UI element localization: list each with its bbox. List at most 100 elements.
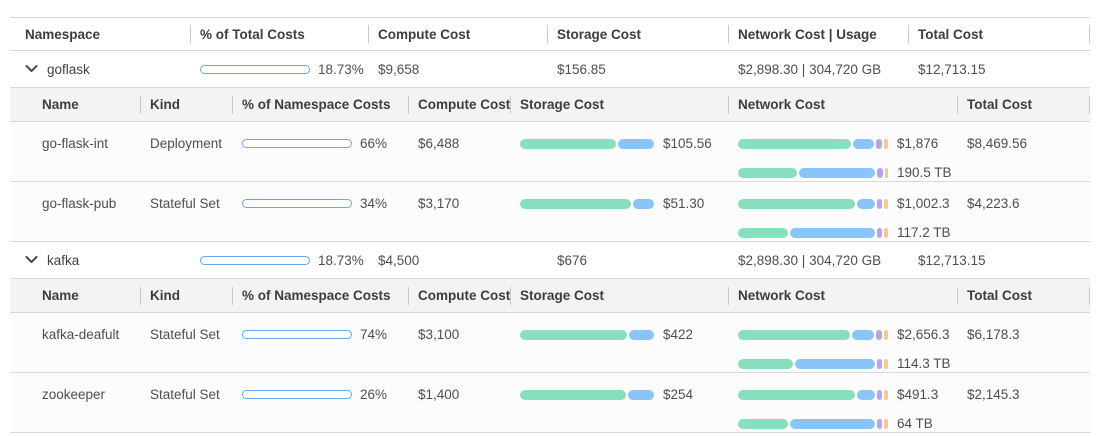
network-cost-value: $1,876 <box>897 136 939 151</box>
storage-cost-bar <box>520 329 654 340</box>
network-usage-value: 114.3 TB <box>897 356 951 371</box>
network-bar-segment-purple <box>875 138 882 149</box>
network-bar-segment-blue <box>856 389 876 400</box>
storage-bar-segment-blue <box>628 329 654 340</box>
network-bar-segment-blue <box>852 329 874 340</box>
workload-row-zookeeper[interactable]: zookeeper Stateful Set 26% $1,400 $254 <box>10 373 1090 433</box>
compute-cost-value: $1,400 <box>418 387 460 402</box>
workload-kind: Stateful Set <box>150 387 220 402</box>
usage-bar-segment-orange <box>883 358 888 369</box>
storage-bar-segment-green <box>520 389 626 400</box>
storage-cost-value: $422 <box>663 327 694 342</box>
column-header-network-cost: Network Cost <box>728 279 957 312</box>
usage-bar-segment-green <box>738 358 793 369</box>
column-header-namespace: Namespace <box>25 26 101 42</box>
network-usage-value: 190.5 TB <box>897 165 952 180</box>
total-cost-value: $8,469.56 <box>967 136 1028 151</box>
pct-total-costs-value: 18.73% <box>318 252 364 268</box>
storage-cost-value: $51.30 <box>663 196 705 211</box>
column-header-name: Name <box>42 97 79 112</box>
network-cost-bar <box>738 389 888 400</box>
workload-name: go-flask-pub <box>42 196 117 211</box>
usage-bar-segment-blue <box>790 418 876 429</box>
network-cost-value: $491.3 <box>897 387 939 402</box>
pct-namespace-costs-bar <box>242 199 352 208</box>
column-header-storage-cost: Storage Cost <box>510 279 728 312</box>
nested-table-header: Name Kind % of Namespace Costs Compute C… <box>10 279 1090 313</box>
nested-table-header: Name Kind % of Namespace Costs Compute C… <box>10 88 1090 122</box>
usage-bar-segment-green <box>738 227 789 238</box>
usage-bar-segment-blue <box>790 227 876 238</box>
network-cost-value: $1,002.3 <box>897 196 950 211</box>
compute-cost-value: $9,658 <box>378 61 420 77</box>
compute-cost-value: $3,170 <box>418 196 460 211</box>
usage-bar-segment-purple <box>877 167 884 178</box>
usage-bar-segment-green <box>738 167 798 178</box>
pct-namespace-costs-bar <box>242 330 352 339</box>
network-bar-segment-orange <box>883 138 888 149</box>
usage-bar-segment-orange <box>883 227 888 238</box>
namespace-row-goflask[interactable]: goflask 18.73% $9,658 $156.85 $2,898.30 … <box>10 51 1090 88</box>
storage-cost-bar <box>520 389 654 400</box>
network-usage-value: 117.2 TB <box>897 225 951 240</box>
storage-cost-value: $676 <box>557 252 588 268</box>
pct-namespace-costs-value: 26% <box>360 387 388 402</box>
workload-kind: Stateful Set <box>150 327 220 342</box>
column-header-pct-total-costs: % of Total Costs <box>190 18 368 50</box>
network-usage-bar <box>738 358 888 369</box>
column-header-pct-namespace-costs: % of Namespace Costs <box>232 88 408 121</box>
storage-cost-value: $254 <box>663 387 694 402</box>
column-header-name: Name <box>42 288 79 303</box>
workload-name: go-flask-int <box>42 136 109 151</box>
namespace-row-kafka[interactable]: kafka 18.73% $4,500 $676 $2,898.30 | 304… <box>10 242 1090 279</box>
usage-bar-segment-orange <box>885 167 888 178</box>
column-header-kind: Kind <box>140 279 232 312</box>
storage-cost-value: $105.56 <box>663 136 712 151</box>
network-cost-bar <box>738 198 888 209</box>
namespace-name: kafka <box>47 252 80 268</box>
pct-namespace-costs-value: 66% <box>360 136 388 151</box>
workload-name: zookeeper <box>42 387 106 402</box>
column-header-network-cost: Network Cost <box>728 88 957 121</box>
usage-bar-segment-green <box>738 418 789 429</box>
workload-row-go-flask-pub[interactable]: go-flask-pub Stateful Set 34% $3,170 $51… <box>10 182 1090 242</box>
total-cost-value: $4,223.6 <box>967 196 1020 211</box>
storage-bar-segment-green <box>520 198 631 209</box>
compute-cost-value: $3,100 <box>418 327 460 342</box>
main-table-header: Namespace % of Total Costs Compute Cost … <box>10 17 1090 51</box>
network-bar-segment-blue <box>856 198 876 209</box>
network-cost-value: $2,656.3 <box>897 327 950 342</box>
column-header-total-cost: Total Cost <box>908 18 1090 50</box>
network-bar-segment-green <box>738 198 855 209</box>
network-cost-bar <box>738 138 888 149</box>
column-header-network-cost-usage: Network Cost | Usage <box>728 18 908 50</box>
chevron-down-icon[interactable] <box>25 256 38 264</box>
workload-kind: Deployment <box>150 136 223 151</box>
compute-cost-value: $4,500 <box>378 252 420 268</box>
network-bar-segment-orange <box>883 329 888 340</box>
usage-bar-segment-orange <box>883 418 888 429</box>
storage-bar-segment-green <box>520 329 627 340</box>
network-cost-bar <box>738 329 888 340</box>
storage-bar-segment-green <box>520 138 617 149</box>
total-cost-value: $6,178.3 <box>967 327 1020 342</box>
pct-namespace-costs-value: 34% <box>360 196 388 211</box>
storage-bar-segment-blue <box>627 389 654 400</box>
column-header-total-cost: Total Cost <box>957 88 1090 121</box>
column-header-compute-cost: Compute Cost <box>368 18 547 50</box>
network-cost-usage-value: $2,898.30 | 304,720 GB <box>738 61 882 77</box>
usage-bar-segment-purple <box>877 418 882 429</box>
total-cost-value: $2,145.3 <box>967 387 1020 402</box>
pct-namespace-costs-value: 74% <box>360 327 388 342</box>
workload-row-kafka-deafult[interactable]: kafka-deafult Stateful Set 74% $3,100 $4… <box>10 313 1090 373</box>
namespace-name: goflask <box>47 61 90 77</box>
chevron-down-icon[interactable] <box>25 65 38 73</box>
total-cost-value: $12,713.15 <box>918 252 986 268</box>
workload-row-go-flask-int[interactable]: go-flask-int Deployment 66% $6,488 $105.… <box>10 122 1090 182</box>
storage-bar-segment-blue <box>632 198 654 209</box>
network-bar-segment-orange <box>883 389 888 400</box>
usage-bar-segment-blue <box>799 167 876 178</box>
column-header-total-cost: Total Cost <box>957 279 1090 312</box>
column-header-storage-cost: Storage Cost <box>547 18 728 50</box>
network-bar-segment-purple <box>877 389 882 400</box>
